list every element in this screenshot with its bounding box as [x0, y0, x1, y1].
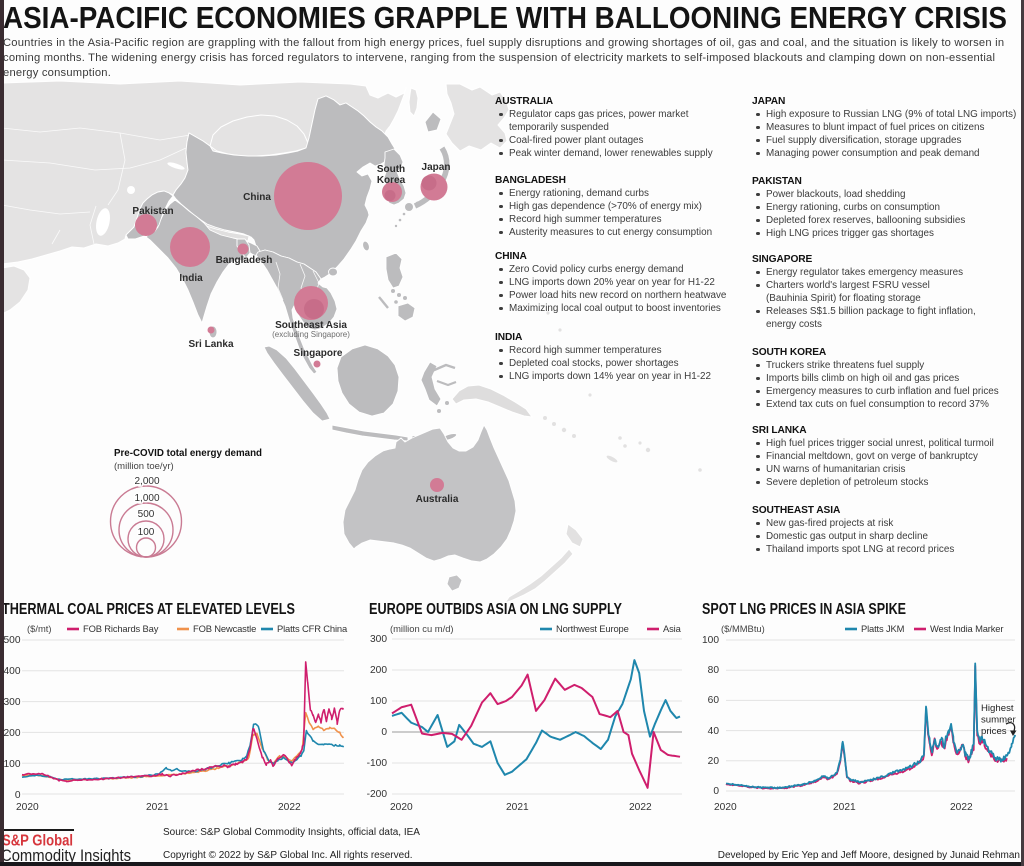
svg-text:40: 40: [708, 726, 720, 737]
svg-text:100: 100: [370, 696, 387, 707]
svg-text:summer: summer: [981, 715, 1016, 726]
svg-text:THERMAL COAL PRICES AT ELEVATE: THERMAL COAL PRICES AT ELEVATED LEVELS: [2, 601, 295, 618]
svg-text:Northwest Europe: Northwest Europe: [556, 623, 629, 634]
svg-text:-200: -200: [367, 789, 388, 800]
svg-text:S&P Global: S&P Global: [2, 833, 73, 850]
svg-text:300: 300: [4, 697, 21, 708]
svg-text:Commodity Insights: Commodity Insights: [1, 847, 131, 865]
svg-text:60: 60: [708, 695, 720, 706]
svg-text:2020: 2020: [714, 802, 737, 813]
svg-text:2022: 2022: [278, 802, 301, 813]
svg-text:2022: 2022: [950, 802, 973, 813]
svg-text:200: 200: [370, 665, 387, 676]
svg-text:Southeast Asia: Southeast Asia: [275, 320, 347, 331]
svg-text:1,000: 1,000: [134, 493, 159, 504]
svg-text:ASIA-PACIFIC ECONOMIES GRAPPLE: ASIA-PACIFIC ECONOMIES GRAPPLE WITH BALL…: [3, 0, 1007, 34]
svg-text:(million cu m/d): (million cu m/d): [390, 623, 454, 634]
svg-text:Highest: Highest: [981, 703, 1014, 714]
svg-text:Platts CFR China: Platts CFR China: [277, 623, 348, 634]
svg-text:China: China: [243, 192, 271, 203]
svg-text:(excluding Singapore): (excluding Singapore): [272, 330, 350, 339]
svg-text:2020: 2020: [16, 802, 39, 813]
svg-text:($/mt): ($/mt): [27, 623, 51, 634]
svg-text:Platts JKM: Platts JKM: [861, 623, 905, 634]
svg-text:0: 0: [713, 786, 719, 797]
svg-text:2020: 2020: [390, 802, 413, 813]
svg-text:100: 100: [702, 635, 719, 646]
svg-text:South: South: [377, 164, 405, 175]
svg-text:FOB Richards Bay: FOB Richards Bay: [83, 623, 159, 634]
svg-text:Sri Lanka: Sri Lanka: [188, 339, 233, 350]
svg-text:prices: prices: [981, 726, 1007, 737]
svg-text:2021: 2021: [833, 802, 856, 813]
svg-text:India: India: [179, 273, 203, 284]
svg-text:Pre-COVID total energy demand: Pre-COVID total energy demand: [114, 447, 262, 459]
svg-text:300: 300: [370, 634, 387, 645]
svg-text:500: 500: [138, 509, 155, 520]
svg-text:SPOT LNG PRICES IN ASIA SPIKE: SPOT LNG PRICES IN ASIA SPIKE: [702, 601, 906, 618]
svg-text:Asia: Asia: [663, 623, 682, 634]
svg-text:FOB Newcastle: FOB Newcastle: [193, 623, 256, 634]
svg-text:200: 200: [4, 728, 21, 739]
svg-text:0: 0: [381, 727, 387, 738]
svg-text:EUROPE OUTBIDS ASIA ON LNG SUP: EUROPE OUTBIDS ASIA ON LNG SUPPLY: [369, 601, 623, 618]
svg-text:400: 400: [4, 666, 21, 677]
svg-text:Pakistan: Pakistan: [132, 206, 173, 217]
svg-text:100: 100: [138, 527, 155, 538]
svg-text:Korea: Korea: [377, 175, 406, 186]
svg-text:West India Marker: West India Marker: [930, 623, 1003, 634]
svg-text:2021: 2021: [146, 802, 169, 813]
svg-text:-100: -100: [367, 758, 388, 769]
svg-text:Australia: Australia: [416, 494, 459, 505]
svg-text:2021: 2021: [506, 802, 529, 813]
svg-text:Singapore: Singapore: [294, 348, 343, 359]
svg-text:2022: 2022: [629, 802, 652, 813]
svg-text:500: 500: [4, 635, 21, 646]
svg-text:80: 80: [708, 665, 720, 676]
svg-text:0: 0: [15, 790, 21, 801]
svg-text:Bangladesh: Bangladesh: [216, 255, 273, 266]
svg-text:20: 20: [708, 756, 720, 767]
svg-text:Japan: Japan: [422, 162, 451, 173]
svg-text:100: 100: [4, 759, 21, 770]
svg-text:2,000: 2,000: [134, 476, 159, 487]
svg-text:($/MMBtu): ($/MMBtu): [721, 623, 765, 634]
svg-text:(million toe/yr): (million toe/yr): [114, 461, 174, 472]
